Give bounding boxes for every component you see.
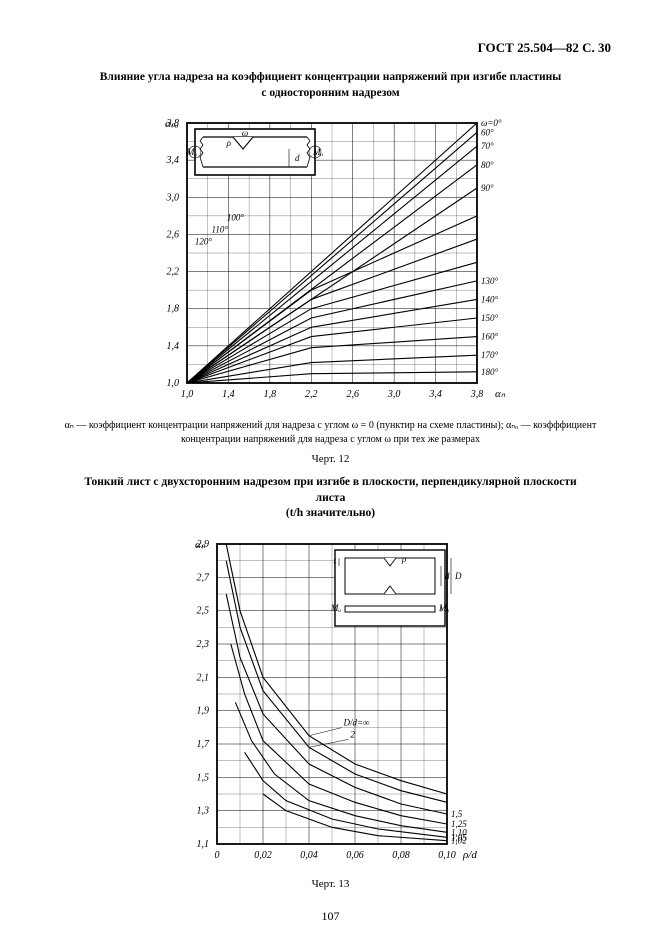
svg-text:2,3: 2,3 <box>196 639 209 650</box>
fig13-caption: Черт. 13 <box>50 878 611 890</box>
svg-text:D/d=∞: D/d=∞ <box>342 717 369 727</box>
svg-text:3,8: 3,8 <box>165 118 179 129</box>
svg-text:1,3: 1,3 <box>196 805 209 816</box>
svg-text:120°: 120° <box>194 237 212 247</box>
svg-text:170°: 170° <box>481 350 499 360</box>
svg-text:Mᵤ: Mᵤ <box>312 147 323 157</box>
svg-text:1,9: 1,9 <box>196 705 209 716</box>
fig13-title-line2: (t/h значительно) <box>286 507 375 519</box>
svg-text:110°: 110° <box>211 225 228 235</box>
svg-text:1,4: 1,4 <box>222 389 235 400</box>
svg-text:D: D <box>454 571 462 581</box>
svg-text:90°: 90° <box>481 183 494 193</box>
svg-text:1,0: 1,0 <box>180 389 193 400</box>
page-header: ГОСТ 25.504—82 С. 30 <box>50 40 611 56</box>
svg-text:160°: 160° <box>481 332 499 342</box>
svg-text:0,02: 0,02 <box>254 850 272 861</box>
svg-text:d: d <box>295 153 300 163</box>
fig13-title: Тонкий лист с двухсторонним надрезом при… <box>81 475 581 522</box>
svg-text:3,8: 3,8 <box>469 389 483 400</box>
fig12-svg: αₙₒ1,01,41,82,22,63,03,43,81,01,41,82,22… <box>141 111 521 411</box>
svg-text:150°: 150° <box>481 313 499 323</box>
svg-text:2,2: 2,2 <box>166 267 179 278</box>
svg-text:2,6: 2,6 <box>346 389 359 400</box>
svg-text:1,4: 1,4 <box>166 341 179 352</box>
fig12-title: Влияние угла надреза на коэффициент конц… <box>81 70 581 101</box>
svg-text:0,04: 0,04 <box>300 850 318 861</box>
svg-text:70°: 70° <box>481 141 494 151</box>
fig12-note: αₙ — коэффициент концентрации напряжений… <box>61 419 601 447</box>
fig12-chart: αₙₒ1,01,41,82,22,63,03,43,81,01,41,82,22… <box>50 111 611 411</box>
svg-text:1,1: 1,1 <box>196 839 209 850</box>
svg-text:2,9: 2,9 <box>196 539 209 550</box>
svg-text:1,8: 1,8 <box>263 389 276 400</box>
page: ГОСТ 25.504—82 С. 30 Влияние угла надрез… <box>0 0 661 936</box>
svg-text:2,7: 2,7 <box>196 572 210 583</box>
svg-text:180°: 180° <box>481 367 499 377</box>
svg-text:ω: ω <box>241 128 247 138</box>
svg-text:0,10: 0,10 <box>438 850 456 861</box>
svg-text:0,06: 0,06 <box>346 850 364 861</box>
svg-text:2,2: 2,2 <box>305 389 318 400</box>
svg-text:60°: 60° <box>481 127 494 137</box>
svg-text:3,0: 3,0 <box>165 192 179 203</box>
page-number: 107 <box>0 909 661 924</box>
svg-text:2,5: 2,5 <box>196 605 209 616</box>
svg-text:140°: 140° <box>481 294 499 304</box>
svg-text:ρ: ρ <box>225 138 231 148</box>
svg-text:1,0: 1,0 <box>166 378 179 389</box>
svg-text:2,6: 2,6 <box>166 229 179 240</box>
svg-text:αₙ: αₙ <box>495 388 506 400</box>
fig13-title-line1: Тонкий лист с двухсторонним надрезом при… <box>84 476 576 504</box>
fig13-svg: αₙ00,020,040,060,080,101,11,31,51,71,92,… <box>171 532 491 872</box>
svg-text:ρ/d: ρ/d <box>462 849 477 861</box>
fig12-title-line1: Влияние угла надреза на коэффициент конц… <box>100 71 562 83</box>
svg-text:ρ: ρ <box>401 554 407 564</box>
svg-text:0,08: 0,08 <box>392 850 410 861</box>
fig12-title-line2: с односторонним надрезом <box>261 87 399 99</box>
svg-text:130°: 130° <box>481 276 499 286</box>
svg-text:1,02: 1,02 <box>451 835 467 845</box>
svg-text:3,4: 3,4 <box>165 155 179 166</box>
svg-text:3,4: 3,4 <box>428 389 442 400</box>
svg-text:Mᵤ: Mᵤ <box>329 603 340 613</box>
svg-text:1,7: 1,7 <box>196 739 210 750</box>
svg-text:3,0: 3,0 <box>386 389 400 400</box>
svg-text:2,1: 2,1 <box>196 672 209 683</box>
fig13-chart: αₙ00,020,040,060,080,101,11,31,51,71,92,… <box>50 532 611 872</box>
svg-text:1,5: 1,5 <box>451 809 463 819</box>
svg-text:0: 0 <box>214 850 219 861</box>
svg-text:Mᵤ: Mᵤ <box>185 147 196 157</box>
svg-text:d: d <box>445 571 450 581</box>
fig12-caption: Черт. 12 <box>50 453 611 465</box>
svg-text:h: h <box>444 604 449 614</box>
svg-text:100°: 100° <box>226 213 244 223</box>
svg-text:80°: 80° <box>481 160 494 170</box>
svg-text:2: 2 <box>350 729 355 739</box>
svg-text:1,8: 1,8 <box>166 304 179 315</box>
svg-text:1,5: 1,5 <box>196 772 209 783</box>
